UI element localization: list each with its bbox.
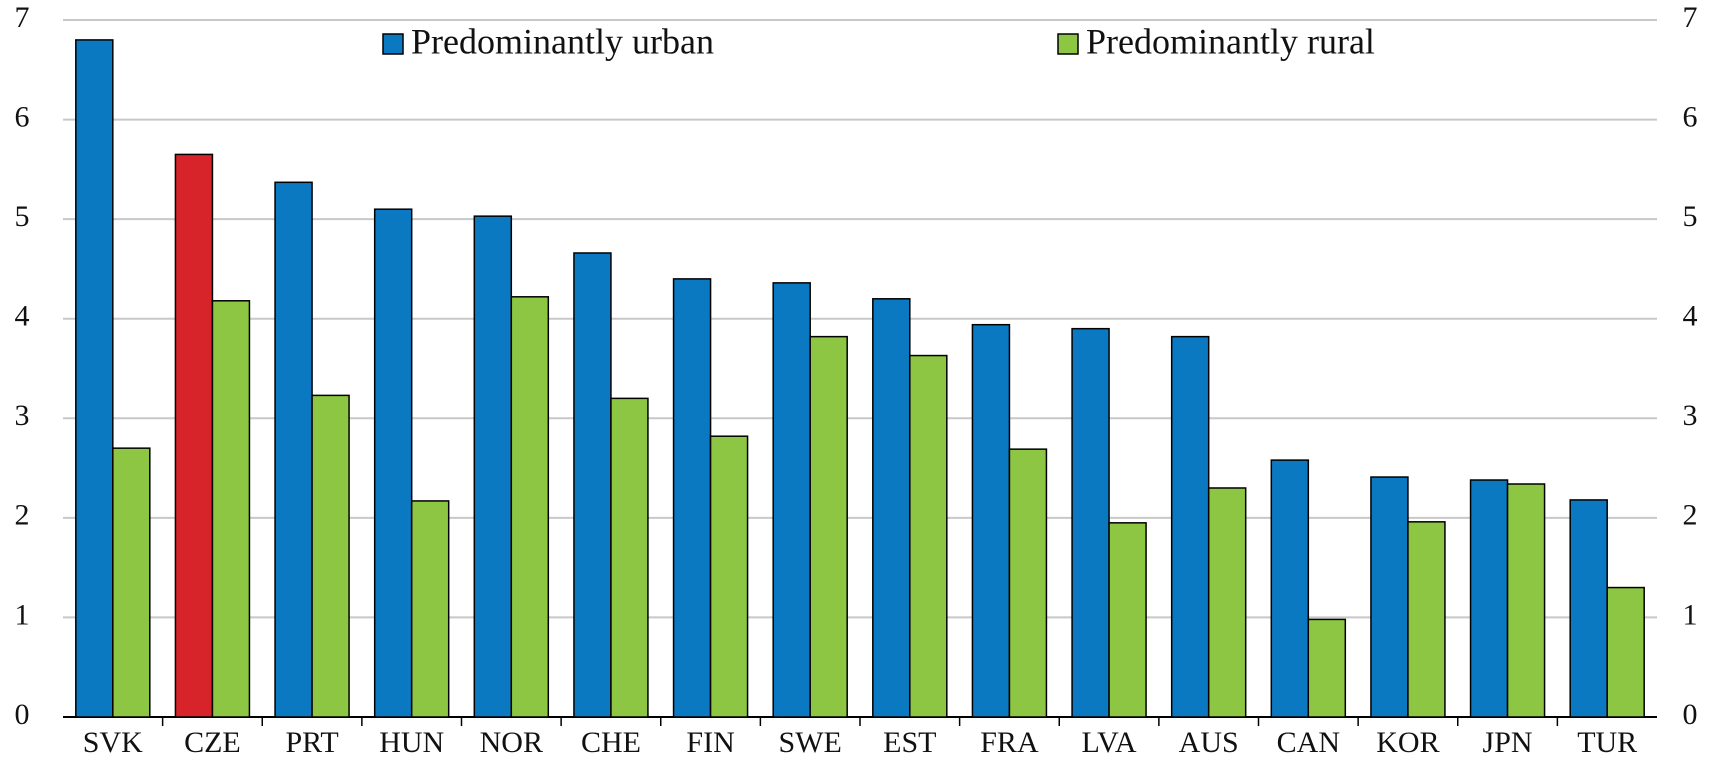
y2-tick-label: 3: [1683, 399, 1698, 432]
x-tick-label: KOR: [1376, 726, 1439, 759]
x-tick-label: PRT: [285, 726, 338, 759]
x-tick-label: FIN: [686, 726, 734, 759]
legend-label: Predominantly rural: [1086, 21, 1375, 61]
x-tick-label: NOR: [480, 726, 543, 759]
x-tick-label: CZE: [184, 726, 241, 759]
y-tick-label: 2: [15, 499, 30, 532]
y2-tick-label: 0: [1683, 698, 1698, 731]
y2-tick-label: 1: [1683, 598, 1698, 631]
x-tick-label: CAN: [1277, 726, 1340, 759]
y-tick-label: 1: [15, 598, 30, 631]
x-tick-label: TUR: [1577, 726, 1637, 759]
y2-tick-label: 4: [1683, 300, 1698, 333]
legend-swatch: [1057, 33, 1079, 55]
bar: [909, 354, 948, 718]
bar: [772, 282, 811, 718]
legend-swatch: [382, 33, 404, 55]
y-tick-label: 6: [15, 100, 30, 133]
bar: [573, 252, 612, 718]
y-tick-label: 7: [15, 1, 30, 34]
bar: [75, 39, 114, 718]
y2-tick-label: 2: [1683, 499, 1698, 532]
x-tick-label: EST: [883, 726, 936, 759]
bar: [1008, 448, 1048, 718]
bar: [174, 153, 214, 718]
x-tick-label: LVA: [1082, 726, 1137, 759]
bar: [872, 298, 911, 718]
x-tick-label: AUS: [1179, 726, 1239, 759]
bar: [112, 447, 151, 718]
bar: [1108, 522, 1147, 718]
bar: [274, 181, 313, 718]
bar: [1270, 459, 1310, 718]
bar: [971, 323, 1011, 718]
y-tick-label: 3: [15, 399, 30, 432]
bar: [1469, 479, 1509, 718]
y-tick-label: 4: [15, 300, 30, 333]
x-tick-label: FRA: [980, 726, 1039, 759]
y2-tick-label: 6: [1683, 100, 1698, 133]
bar: [1606, 586, 1645, 718]
bar: [1370, 476, 1409, 718]
bar: [1307, 618, 1347, 718]
bar: [1071, 327, 1110, 718]
bar: [211, 300, 251, 718]
x-tick-label: HUN: [379, 726, 444, 759]
x-tick-label: SVK: [83, 726, 143, 759]
bar: [373, 208, 413, 718]
bar: [473, 215, 513, 718]
bar: [1569, 499, 1608, 718]
bar: [1506, 483, 1546, 718]
bar: [1407, 521, 1446, 718]
y-tick-label: 5: [15, 200, 30, 233]
bar: [672, 278, 712, 718]
bar: [510, 296, 550, 718]
bar: [410, 500, 450, 718]
x-tick-label: JPN: [1483, 726, 1533, 759]
legend-label: Predominantly urban: [411, 21, 714, 61]
y-tick-label: 0: [15, 698, 30, 731]
y2-tick-label: 5: [1683, 200, 1698, 233]
bar: [610, 397, 649, 718]
bar: [1207, 487, 1247, 718]
y2-tick-label: 7: [1683, 1, 1698, 34]
bar: [311, 394, 350, 718]
bar: [809, 335, 848, 718]
x-tick-label: SWE: [779, 726, 842, 759]
bar: [1170, 335, 1210, 718]
x-tick-label: CHE: [581, 726, 641, 759]
bar: [709, 435, 749, 718]
